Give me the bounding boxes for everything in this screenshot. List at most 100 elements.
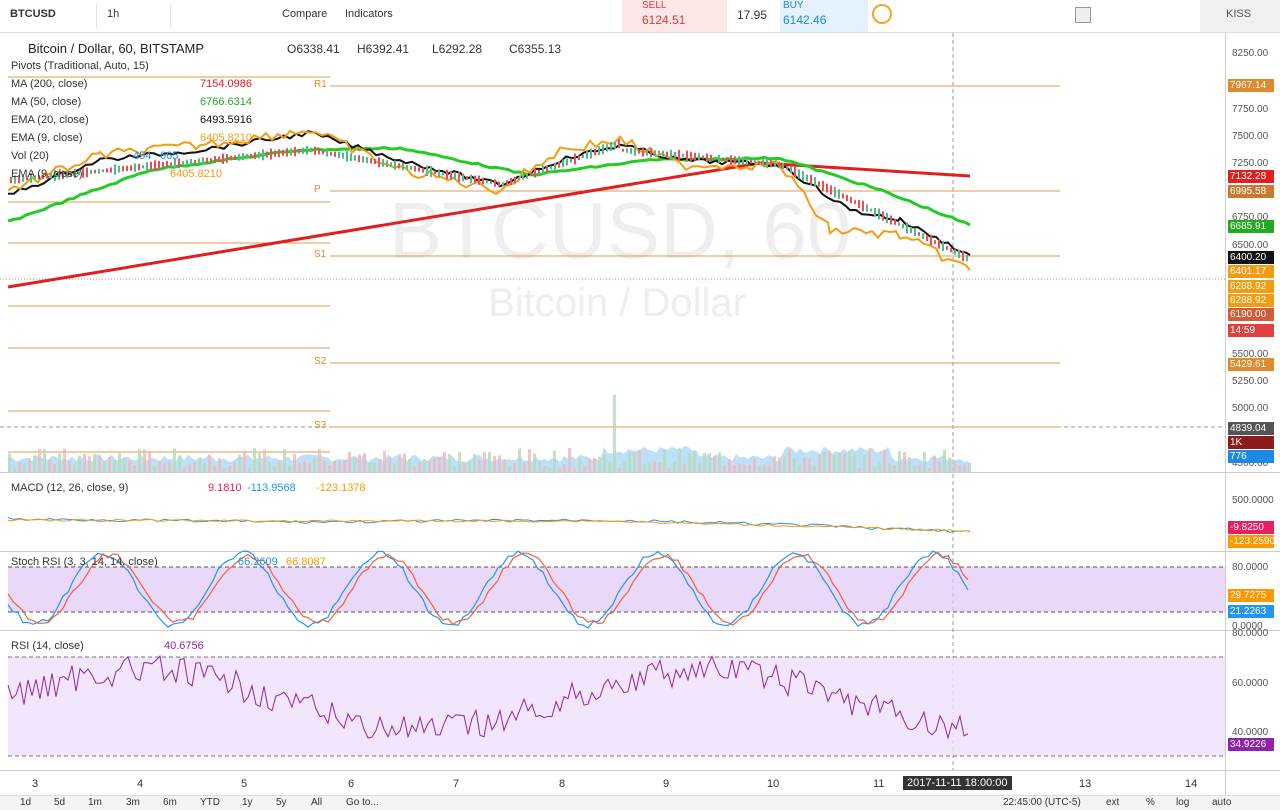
price-badge: 6995.58 bbox=[1228, 185, 1274, 198]
volume-bar bbox=[563, 464, 566, 472]
candle bbox=[490, 180, 492, 185]
candle bbox=[530, 172, 532, 177]
candle bbox=[390, 162, 392, 167]
rsi-badge: 34.9226 bbox=[1228, 738, 1274, 751]
candle bbox=[138, 163, 140, 171]
range-button[interactable]: 1y bbox=[242, 797, 253, 808]
candle bbox=[802, 170, 804, 182]
indicator-name: EMA (9, close) bbox=[11, 168, 83, 180]
candle bbox=[378, 157, 380, 168]
time-label: 11 bbox=[873, 778, 885, 790]
volume-bar bbox=[853, 453, 856, 472]
axis-option[interactable]: % bbox=[1146, 797, 1155, 808]
candle bbox=[246, 153, 248, 159]
volume-bar bbox=[673, 461, 676, 472]
volume-bar bbox=[478, 459, 481, 472]
volume-bar bbox=[613, 394, 616, 472]
candle bbox=[102, 169, 104, 173]
candle bbox=[858, 199, 860, 209]
axis-option[interactable]: ext bbox=[1106, 797, 1120, 808]
volume-bar bbox=[108, 456, 111, 472]
candle bbox=[254, 152, 256, 159]
volume-bar bbox=[168, 460, 171, 472]
color-picker[interactable] bbox=[1075, 7, 1091, 23]
price-tick: 7750.00 bbox=[1232, 104, 1269, 115]
info-icon[interactable] bbox=[872, 4, 892, 24]
stoch-name: Stoch RSI (3, 3, 14, 14, close) bbox=[11, 556, 158, 568]
candle bbox=[434, 170, 436, 174]
indicator-name: EMA (20, close) bbox=[11, 114, 89, 126]
range-button[interactable]: 6m bbox=[163, 797, 177, 808]
range-button[interactable]: 5d bbox=[54, 797, 66, 808]
range-button[interactable]: 5y bbox=[276, 797, 287, 808]
volume-bar bbox=[718, 452, 721, 472]
volume-bar bbox=[628, 452, 631, 472]
volume-bar bbox=[468, 460, 471, 472]
candle bbox=[698, 153, 700, 161]
volume-bar bbox=[873, 466, 876, 472]
range-button[interactable]: 3m bbox=[126, 797, 140, 808]
candle bbox=[898, 222, 900, 226]
legend-high: H6392.41 bbox=[357, 42, 410, 56]
candle bbox=[358, 155, 360, 163]
candle bbox=[502, 182, 504, 187]
range-button[interactable]: All bbox=[311, 797, 323, 808]
volume-bar bbox=[778, 457, 781, 472]
volume-bar bbox=[248, 467, 251, 472]
indicators[interactable]: Indicators bbox=[345, 8, 393, 20]
volume-bar bbox=[213, 466, 216, 472]
axis-option[interactable]: auto bbox=[1212, 797, 1232, 808]
candle bbox=[334, 151, 336, 157]
volume-bar bbox=[318, 449, 321, 472]
price-badge: 7967.14 bbox=[1228, 79, 1274, 92]
volume-bar bbox=[298, 463, 301, 472]
volume-bar bbox=[418, 462, 421, 472]
candle bbox=[190, 158, 192, 166]
volume-bar bbox=[258, 452, 261, 472]
candle bbox=[690, 151, 692, 161]
candle bbox=[394, 160, 396, 170]
range-button[interactable]: 1m bbox=[88, 797, 102, 808]
candle bbox=[134, 163, 136, 172]
candle bbox=[722, 157, 724, 161]
volume-bar bbox=[68, 460, 71, 472]
axis-option[interactable]: log bbox=[1176, 797, 1190, 808]
sell-label: SELL bbox=[642, 0, 667, 11]
symbol[interactable]: BTCUSD bbox=[10, 8, 56, 20]
compare[interactable]: Compare bbox=[282, 8, 328, 20]
candle bbox=[746, 157, 748, 165]
volume-bar bbox=[363, 453, 366, 472]
sell-box[interactable] bbox=[622, 0, 727, 32]
candle bbox=[902, 223, 904, 229]
goto[interactable]: Go to... bbox=[346, 797, 379, 808]
buy-box[interactable] bbox=[780, 0, 868, 32]
range-button[interactable]: 1d bbox=[20, 797, 32, 808]
candle bbox=[282, 149, 284, 156]
candle bbox=[582, 154, 584, 159]
volume-bar bbox=[823, 452, 826, 472]
legend-main: Bitcoin / Dollar, 60, BITSTAMP bbox=[28, 41, 205, 56]
volume-bar bbox=[283, 449, 286, 472]
candle bbox=[526, 173, 528, 179]
range-button[interactable]: YTD bbox=[200, 797, 220, 808]
candle bbox=[838, 189, 840, 199]
volume-bar bbox=[513, 463, 516, 472]
time-label: 4 bbox=[137, 778, 144, 790]
layout-box[interactable] bbox=[1200, 0, 1280, 32]
volume-bar bbox=[158, 461, 161, 472]
volume-bar bbox=[568, 448, 571, 472]
candle bbox=[826, 183, 828, 193]
volume-bar bbox=[878, 462, 881, 472]
candle bbox=[314, 146, 316, 155]
candle bbox=[622, 148, 624, 152]
volume-bar bbox=[838, 452, 841, 472]
macd-badge: -9.8250 bbox=[1228, 521, 1274, 534]
volume-bar bbox=[533, 453, 536, 472]
volume-bar bbox=[738, 462, 741, 472]
interval[interactable]: 1h bbox=[107, 8, 120, 20]
volume-bar bbox=[218, 458, 221, 472]
volume-bar bbox=[708, 453, 711, 472]
candle bbox=[238, 153, 240, 161]
indicator-value: 6766.6314 bbox=[200, 96, 252, 108]
candle bbox=[574, 153, 576, 165]
